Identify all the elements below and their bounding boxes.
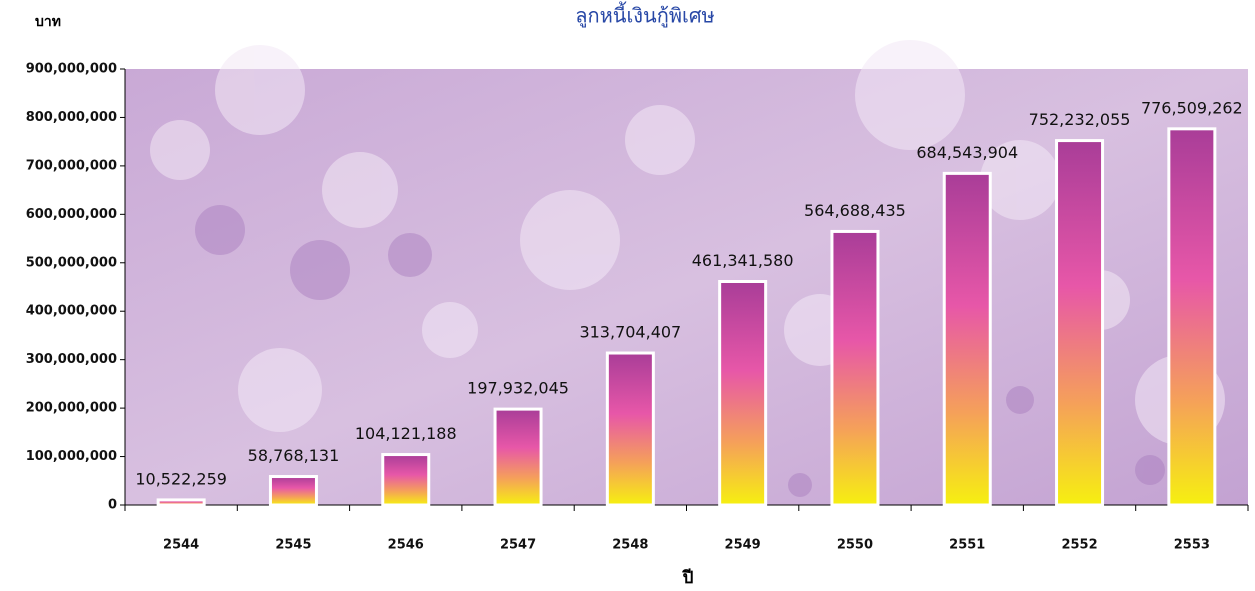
x-tick-label: 2550 <box>837 538 873 553</box>
x-tick-label: 2546 <box>388 538 424 553</box>
y-tick-label: 800,000,000 <box>26 110 117 125</box>
y-tick-label: 600,000,000 <box>26 207 117 222</box>
y-tick-label: 100,000,000 <box>26 449 117 464</box>
flower-decoration <box>150 40 1225 445</box>
x-tick-label: 2547 <box>500 538 536 553</box>
x-tick-label: 2553 <box>1174 538 1210 553</box>
value-label: 461,341,580 <box>692 251 794 270</box>
value-label: 104,121,188 <box>355 424 457 443</box>
bar <box>1167 127 1217 507</box>
x-tick-label: 2544 <box>163 538 199 553</box>
x-tick-label: 2545 <box>275 538 311 553</box>
x-axis-label: ปี <box>682 567 694 588</box>
value-label: 197,932,045 <box>467 379 569 398</box>
flower-decoration <box>195 205 1165 497</box>
y-tick-label: 0 <box>108 498 117 513</box>
bar <box>493 407 543 507</box>
bar <box>830 229 880 507</box>
chart-title: ลูกหนี้เงินกู้พิเศษ <box>575 2 715 29</box>
bar <box>942 171 992 507</box>
bar <box>156 498 206 507</box>
x-tick-label: 2549 <box>725 538 761 553</box>
bar <box>718 280 768 507</box>
y-tick-label: 500,000,000 <box>26 255 117 270</box>
bar <box>381 453 431 507</box>
x-tick-label: 2551 <box>949 538 985 553</box>
y-tick-label: 400,000,000 <box>26 304 117 319</box>
y-axis-label: บาท <box>35 14 61 30</box>
value-label: 58,768,131 <box>248 446 340 465</box>
x-tick-label: 2548 <box>612 538 648 553</box>
y-tick-label: 900,000,000 <box>26 62 117 77</box>
y-tick-label: 300,000,000 <box>26 352 117 367</box>
value-label: 313,704,407 <box>579 323 681 342</box>
value-label: 752,232,055 <box>1029 110 1131 129</box>
value-label: 564,688,435 <box>804 201 906 220</box>
bar <box>268 475 318 507</box>
x-tick-label: 2552 <box>1061 538 1097 553</box>
value-label: 776,509,262 <box>1141 98 1243 117</box>
y-tick-label: 700,000,000 <box>26 158 117 173</box>
value-label: 10,522,259 <box>135 469 227 488</box>
bar <box>605 351 655 507</box>
y-tick-label: 200,000,000 <box>26 401 117 416</box>
bar <box>1055 139 1105 507</box>
value-label: 684,543,904 <box>916 143 1018 162</box>
